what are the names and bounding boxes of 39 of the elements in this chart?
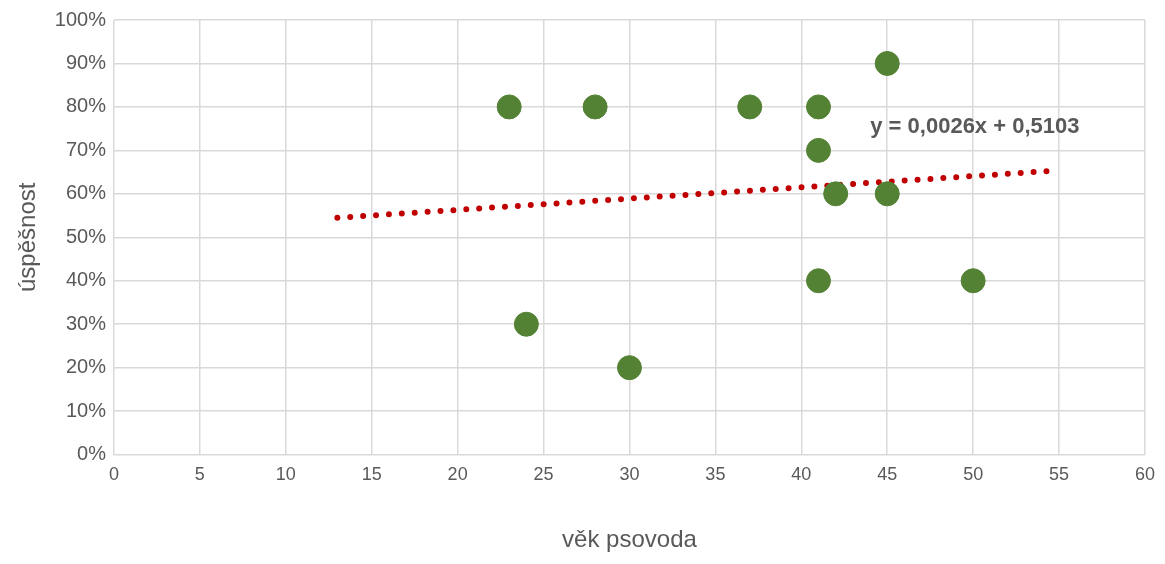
x-axis-title: věk psovoda [562, 525, 698, 553]
x-tick-label: 40 [791, 464, 812, 485]
x-tick-label: 20 [447, 464, 468, 485]
y-tick-label: 40% [65, 268, 107, 291]
y-tick-label: 80% [65, 94, 107, 117]
point [874, 181, 900, 207]
y-tick-label: 10% [65, 398, 107, 421]
x-tick-label: 60 [1134, 464, 1155, 485]
x-tick-label: 10 [275, 464, 296, 485]
x-tick-label: 0 [108, 464, 119, 485]
y-tick-label: 60% [65, 181, 107, 204]
point [737, 94, 763, 120]
y-axis-title: úspěšnost [13, 182, 41, 292]
point [960, 268, 986, 294]
point [805, 268, 831, 294]
y-tick-label: 90% [65, 50, 107, 73]
x-tick-label: 50 [963, 464, 984, 485]
y-tick-label: 70% [65, 137, 107, 160]
y-tick-label: 0% [77, 442, 107, 465]
point [874, 50, 900, 76]
x-tick-label: 25 [533, 464, 554, 485]
point [496, 94, 522, 120]
x-tick-label: 5 [194, 464, 205, 485]
point [805, 137, 831, 163]
point [805, 94, 831, 120]
x-tick-label: 35 [705, 464, 726, 485]
point [582, 94, 608, 120]
y-tick-label: 30% [65, 311, 107, 334]
point [823, 181, 849, 207]
x-tick-label: 15 [361, 464, 382, 485]
y-tick-label: 50% [65, 224, 107, 247]
x-tick-label: 45 [877, 464, 898, 485]
y-tick-label: 100% [54, 7, 107, 30]
annotation: y = 0,0026x + 0,5103 [870, 112, 1080, 138]
y-tick-label: 20% [65, 355, 107, 378]
point [616, 355, 642, 381]
point [513, 311, 539, 337]
x-tick-label: 30 [619, 464, 640, 485]
x-tick-label: 55 [1049, 464, 1070, 485]
